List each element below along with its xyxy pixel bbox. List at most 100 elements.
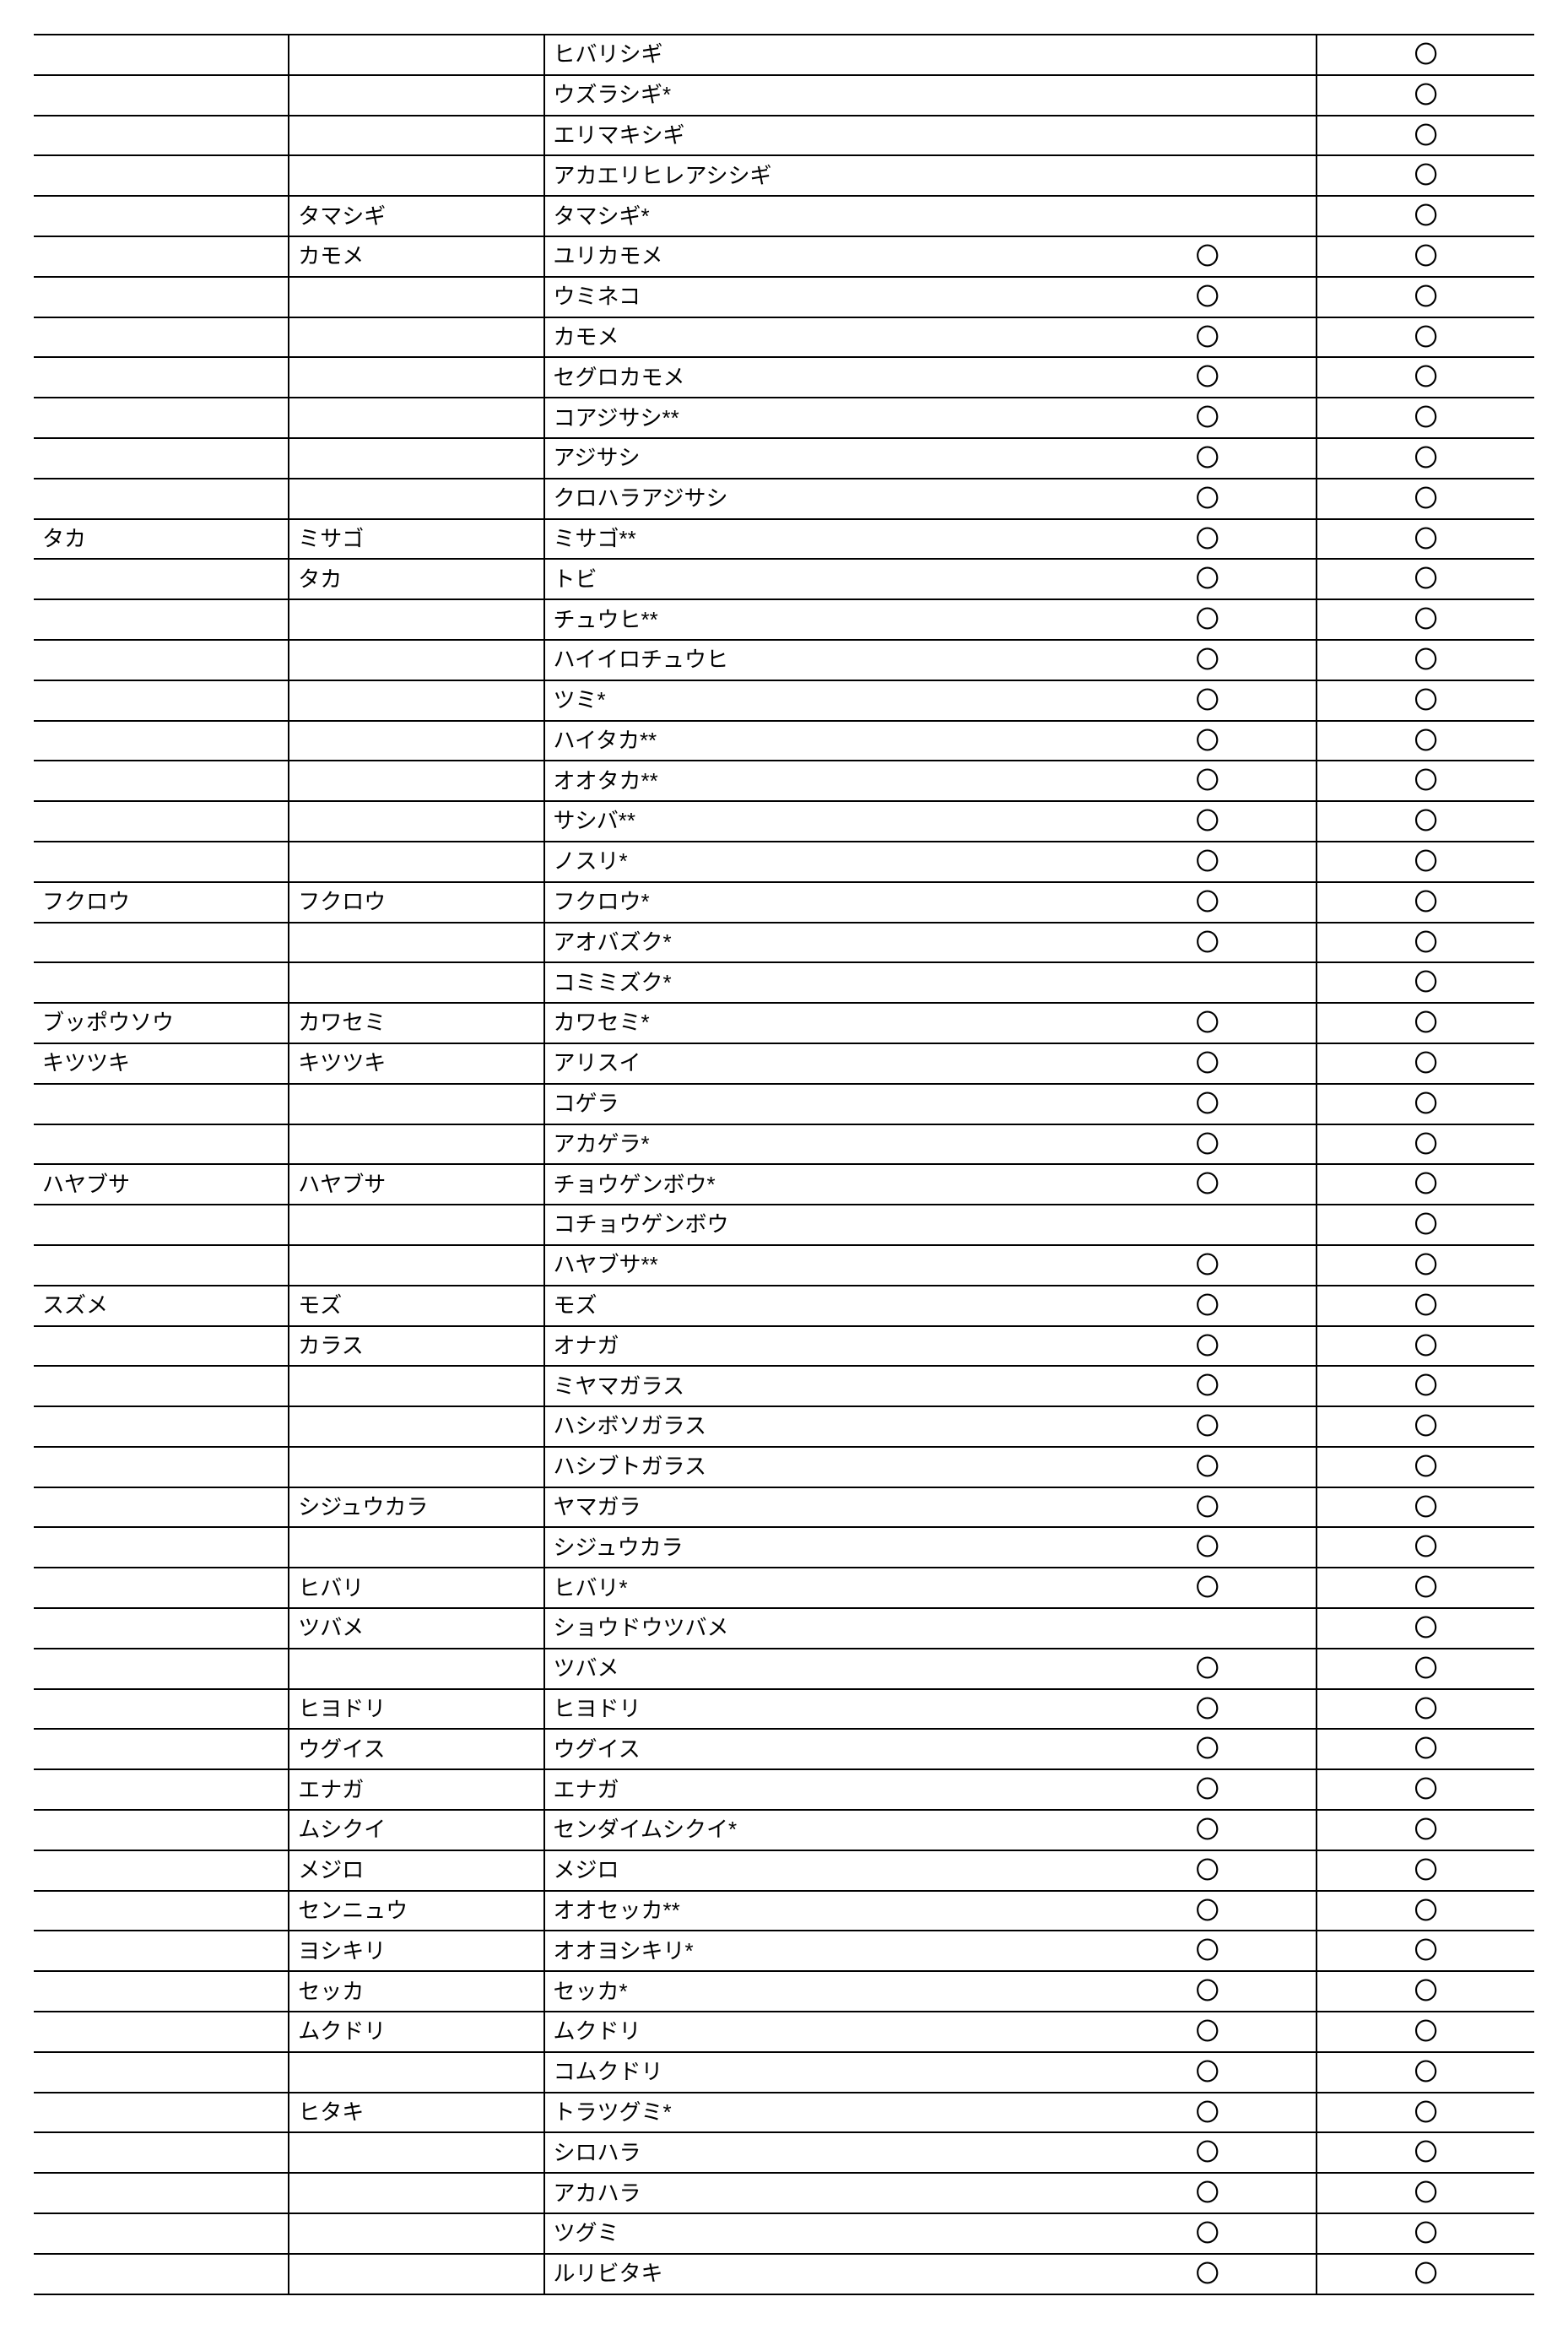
species-cell: クロハラアジサシ — [544, 479, 1100, 519]
order-cell — [34, 1406, 289, 1447]
mark1-cell: 〇 — [1099, 438, 1317, 479]
mark1-cell: 〇 — [1099, 1447, 1317, 1487]
mark2-cell: 〇 — [1317, 196, 1534, 236]
mark1-cell: 〇 — [1099, 398, 1317, 438]
species-cell: セッカ* — [544, 1971, 1100, 2012]
family-cell: ヒタキ — [289, 2093, 543, 2133]
mark1-cell: 〇 — [1099, 1406, 1317, 1447]
species-cell: ミヤマガラス — [544, 1366, 1100, 1406]
species-cell: モズ — [544, 1286, 1100, 1326]
order-cell — [34, 1326, 289, 1367]
species-cell: ヒヨドリ — [544, 1689, 1100, 1730]
order-cell — [34, 116, 289, 156]
table-row: ヒバリシギ〇 — [34, 35, 1534, 75]
table-row: ツバメ〇〇 — [34, 1649, 1534, 1689]
family-cell — [289, 277, 543, 317]
order-cell — [34, 317, 289, 358]
mark1-cell: 〇 — [1099, 2254, 1317, 2294]
table-row: カモメユリカモメ〇〇 — [34, 236, 1534, 277]
mark1-cell: 〇 — [1099, 2052, 1317, 2093]
mark2-cell: 〇 — [1317, 1286, 1534, 1326]
mark1-cell: 〇 — [1099, 277, 1317, 317]
table-row: セグロカモメ〇〇 — [34, 357, 1534, 398]
species-cell: ムクドリ — [544, 2012, 1100, 2052]
family-cell — [289, 1447, 543, 1487]
species-cell: ウズラシギ* — [544, 75, 1100, 116]
family-cell — [289, 801, 543, 842]
species-cell: シジュウカラ — [544, 1527, 1100, 1568]
order-cell — [34, 2052, 289, 2093]
table-row: コチョウゲンボウ〇 — [34, 1205, 1534, 1245]
mark1-cell: 〇 — [1099, 1366, 1317, 1406]
mark1-cell: 〇 — [1099, 1971, 1317, 2012]
family-cell: ハヤブサ — [289, 1164, 543, 1205]
family-cell: カラス — [289, 1326, 543, 1367]
mark2-cell: 〇 — [1317, 1649, 1534, 1689]
table-row: カモメ〇〇 — [34, 317, 1534, 358]
table-row: カラスオナガ〇〇 — [34, 1326, 1534, 1367]
mark2-cell: 〇 — [1317, 2213, 1534, 2254]
mark2-cell: 〇 — [1317, 2093, 1534, 2133]
family-cell: センニュウ — [289, 1891, 543, 1931]
order-cell — [34, 599, 289, 640]
table-row: ハシボソガラス〇〇 — [34, 1406, 1534, 1447]
species-cell: ツミ* — [544, 680, 1100, 721]
mark2-cell: 〇 — [1317, 1729, 1534, 1769]
table-row: コゲラ〇〇 — [34, 1084, 1534, 1124]
table-row: アカゲラ*〇〇 — [34, 1124, 1534, 1165]
family-cell: ツバメ — [289, 1608, 543, 1649]
table-row: ブッポウソウカワセミカワセミ*〇〇 — [34, 1003, 1534, 1043]
family-cell — [289, 962, 543, 1003]
mark1-cell — [1099, 1205, 1317, 1245]
species-cell: ユリカモメ — [544, 236, 1100, 277]
order-cell — [34, 761, 289, 801]
mark2-cell: 〇 — [1317, 962, 1534, 1003]
species-cell: オオセッカ** — [544, 1891, 1100, 1931]
mark1-cell: 〇 — [1099, 1084, 1317, 1124]
table-row: セッカセッカ*〇〇 — [34, 1971, 1534, 2012]
family-cell: ヨシキリ — [289, 1931, 543, 1971]
mark1-cell: 〇 — [1099, 2213, 1317, 2254]
table-row: ハシブトガラス〇〇 — [34, 1447, 1534, 1487]
mark1-cell: 〇 — [1099, 1003, 1317, 1043]
mark2-cell: 〇 — [1317, 1891, 1534, 1931]
mark2-cell: 〇 — [1317, 1366, 1534, 1406]
mark2-cell: 〇 — [1317, 1931, 1534, 1971]
species-cell: オナガ — [544, 1326, 1100, 1367]
order-cell — [34, 2093, 289, 2133]
order-cell — [34, 1527, 289, 1568]
family-cell: ウグイス — [289, 1729, 543, 1769]
table-row: タカトビ〇〇 — [34, 559, 1534, 599]
order-cell — [34, 1205, 289, 1245]
family-cell: ミサゴ — [289, 519, 543, 560]
family-cell — [289, 1124, 543, 1165]
mark1-cell: 〇 — [1099, 1850, 1317, 1891]
mark1-cell: 〇 — [1099, 599, 1317, 640]
mark2-cell: 〇 — [1317, 2052, 1534, 2093]
mark1-cell: 〇 — [1099, 1326, 1317, 1367]
table-row: メジロメジロ〇〇 — [34, 1850, 1534, 1891]
table-row: アカハラ〇〇 — [34, 2173, 1534, 2213]
table-row: シロハラ〇〇 — [34, 2132, 1534, 2173]
family-cell: セッカ — [289, 1971, 543, 2012]
family-cell — [289, 317, 543, 358]
species-cell: ハシブトガラス — [544, 1447, 1100, 1487]
table-row: ウズラシギ*〇 — [34, 75, 1534, 116]
mark1-cell: 〇 — [1099, 1568, 1317, 1608]
order-cell — [34, 75, 289, 116]
order-cell: スズメ — [34, 1286, 289, 1326]
order-cell — [34, 1769, 289, 1810]
species-cell: ウグイス — [544, 1729, 1100, 1769]
family-cell: ヒヨドリ — [289, 1689, 543, 1730]
order-cell — [34, 1447, 289, 1487]
family-cell — [289, 640, 543, 680]
table-row: コアジサシ**〇〇 — [34, 398, 1534, 438]
mark1-cell — [1099, 155, 1317, 196]
mark2-cell: 〇 — [1317, 1689, 1534, 1730]
mark2-cell: 〇 — [1317, 398, 1534, 438]
mark1-cell: 〇 — [1099, 1124, 1317, 1165]
family-cell: ムシクイ — [289, 1810, 543, 1850]
order-cell — [34, 1850, 289, 1891]
mark2-cell: 〇 — [1317, 2132, 1534, 2173]
mark1-cell — [1099, 75, 1317, 116]
